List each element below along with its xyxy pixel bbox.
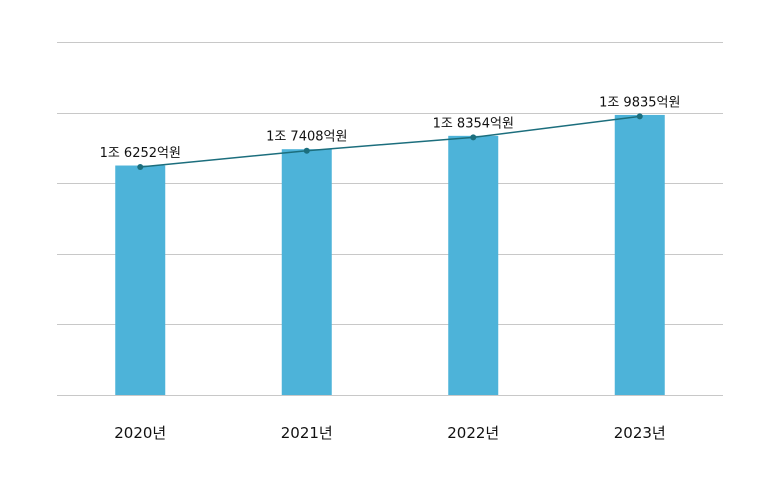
gridlines <box>57 42 723 396</box>
trend-point <box>137 164 144 171</box>
trend-line <box>140 115 640 168</box>
data-labels: 1조 6252억원 1조 7408억원 1조 8354억원 1조 9835억원 <box>100 95 681 161</box>
trend-point <box>303 147 310 154</box>
x-axis-tick-labels: 2020년 2021년 2022년 2023년 <box>114 424 665 442</box>
x-tick-label: 2023년 <box>614 424 666 442</box>
bar-2021년 <box>281 149 332 395</box>
data-label: 1조 9835억원 <box>599 95 680 110</box>
bar-2020년 <box>115 165 166 395</box>
x-tick-label: 2021년 <box>281 424 333 442</box>
trend-line-group <box>137 113 643 171</box>
data-label: 1조 6252억원 <box>100 146 181 161</box>
data-label: 1조 8354억원 <box>433 116 514 131</box>
x-tick-label: 2020년 <box>114 424 166 442</box>
bar-2023년 <box>614 114 665 395</box>
x-tick-label: 2022년 <box>447 424 499 442</box>
bars <box>115 114 665 395</box>
trend-point <box>470 134 477 141</box>
data-label: 1조 7408억원 <box>266 130 347 145</box>
bar-2022년 <box>448 135 499 395</box>
trend-point <box>636 113 643 120</box>
